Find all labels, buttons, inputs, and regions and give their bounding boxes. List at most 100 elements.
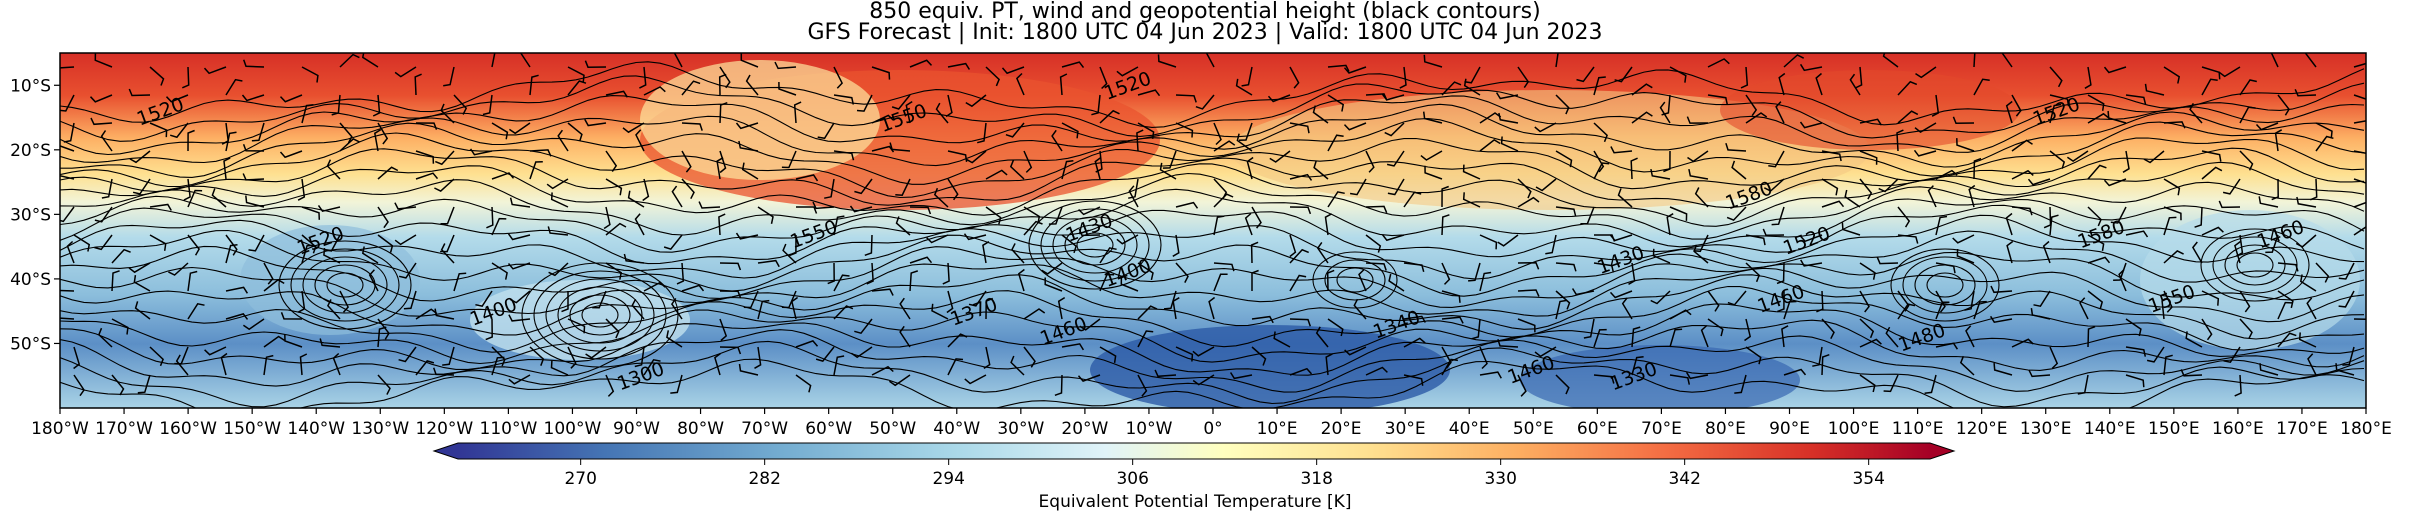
wind-barb: [1365, 205, 1388, 214]
wind-barb: [1700, 324, 1709, 348]
wind-barb: [1213, 193, 1234, 208]
wind-barb: [1136, 129, 1144, 152]
wind-barb: [1897, 290, 1910, 312]
wind-barb: [339, 290, 349, 313]
wind-barb: [2239, 150, 2254, 171]
wind-barb: [2049, 346, 2059, 369]
wind-barb: [1776, 262, 1785, 285]
colorbar-tick-label: 354: [1852, 469, 1884, 489]
wind-barb: [211, 188, 227, 208]
wind-barb: [1365, 366, 1388, 376]
wind-barb: [1555, 290, 1571, 310]
wind-barb: [1251, 346, 1267, 366]
wind-barb: [1555, 374, 1570, 395]
wind-barb: [1555, 53, 1559, 68]
wind-barb: [1054, 374, 1063, 397]
wind-barb: [561, 291, 569, 313]
wind-barb: [1771, 206, 1785, 226]
wind-barbs: [60, 53, 2366, 397]
wind-barb: [676, 262, 685, 285]
wind-barb: [1213, 215, 1225, 236]
wind-barb: [1517, 262, 1540, 270]
wind-barb: [1479, 346, 1488, 370]
wind-barb: [1897, 234, 1919, 244]
wind-barb: [740, 53, 759, 68]
wind-barb: [681, 284, 705, 292]
wind-barb: [1403, 191, 1422, 208]
wind-barb: [781, 150, 797, 169]
wind-barb: [2011, 338, 2034, 348]
wind-barb: [1315, 326, 1329, 348]
wind-barb: [1403, 374, 1424, 386]
wind-barb: [1099, 109, 1120, 124]
wind-barb: [301, 66, 319, 83]
wind-barb: [1462, 164, 1481, 180]
wind-barb: [1463, 78, 1481, 96]
wind-barb: [1762, 228, 1785, 237]
lon-tick-label: 140°W: [287, 419, 345, 439]
wind-barb: [2163, 249, 2184, 264]
contour-line: [60, 303, 2365, 365]
wind-barb: [2028, 369, 2051, 378]
wind-barb: [1964, 290, 1975, 311]
wind-barb: [1327, 94, 1345, 112]
wind-barb: [2353, 318, 2366, 320]
wind-barb: [663, 234, 683, 250]
wind-barb: [812, 201, 835, 210]
wind-barb: [2315, 262, 2330, 283]
cyclone-contour: [1324, 259, 1386, 301]
wind-barb: [1464, 66, 1481, 84]
wind-barb: [111, 270, 120, 292]
wind-barb: [491, 262, 508, 280]
wind-barb: [1913, 149, 1937, 157]
wind-barb: [1685, 372, 1709, 380]
wind-barb: [1821, 150, 1842, 162]
wind-barb: [909, 206, 932, 215]
wind-barb: [1001, 66, 1025, 75]
wind-barb: [964, 374, 987, 385]
wind-barb: [1163, 290, 1177, 310]
wind-barb: [1989, 315, 2013, 324]
wind-barb: [1555, 262, 1577, 272]
wind-barb: [361, 53, 379, 68]
cyclone-contour: [1890, 248, 2000, 322]
wind-barb: [2218, 200, 2241, 209]
wind-barb: [1192, 374, 1215, 386]
wind-barb: [1669, 309, 1692, 320]
wind-barb: [1238, 122, 1253, 141]
wind-barb: [132, 178, 151, 195]
wind-barb: [550, 192, 569, 208]
wind-barb: [1859, 338, 1882, 348]
wind-barb: [187, 270, 198, 292]
wind-barb: [719, 150, 727, 174]
lon-tick-label: 160°E: [2212, 419, 2264, 439]
wind-barb: [2087, 325, 2096, 348]
wind-barb: [2270, 53, 2279, 68]
wind-barb: [1663, 150, 1671, 173]
wind-barb: [1289, 173, 1313, 181]
wind-barb: [440, 243, 455, 264]
wind-barb: [1048, 206, 1063, 225]
wind-barb: [486, 206, 494, 229]
wind-barb: [1707, 318, 1724, 337]
wind-barb: [2306, 297, 2317, 320]
wind-barb: [183, 178, 191, 201]
wind-barb: [942, 262, 950, 285]
wind-barb: [782, 243, 797, 264]
wind-barb: [1583, 318, 1595, 339]
wind-barb: [1289, 206, 1312, 215]
wind-barb: [1175, 262, 1189, 283]
wind-barb: [1175, 94, 1197, 103]
wind-barb: [1935, 290, 1946, 313]
lon-tick-label: 50°E: [1513, 419, 1554, 439]
contour-line: [60, 172, 2365, 240]
wind-barb: [2194, 206, 2203, 228]
wind-barb: [1517, 196, 1540, 208]
contour-line: [60, 147, 2365, 209]
wind-barb: [60, 94, 75, 112]
wind-barb: [1078, 228, 1101, 237]
latitude-axis: 10°S 20°S 30°S 40°S 50°S: [10, 76, 60, 354]
wind-barb: [2222, 178, 2241, 195]
wind-barb: [1821, 200, 1845, 208]
wind-barb: [443, 66, 455, 87]
